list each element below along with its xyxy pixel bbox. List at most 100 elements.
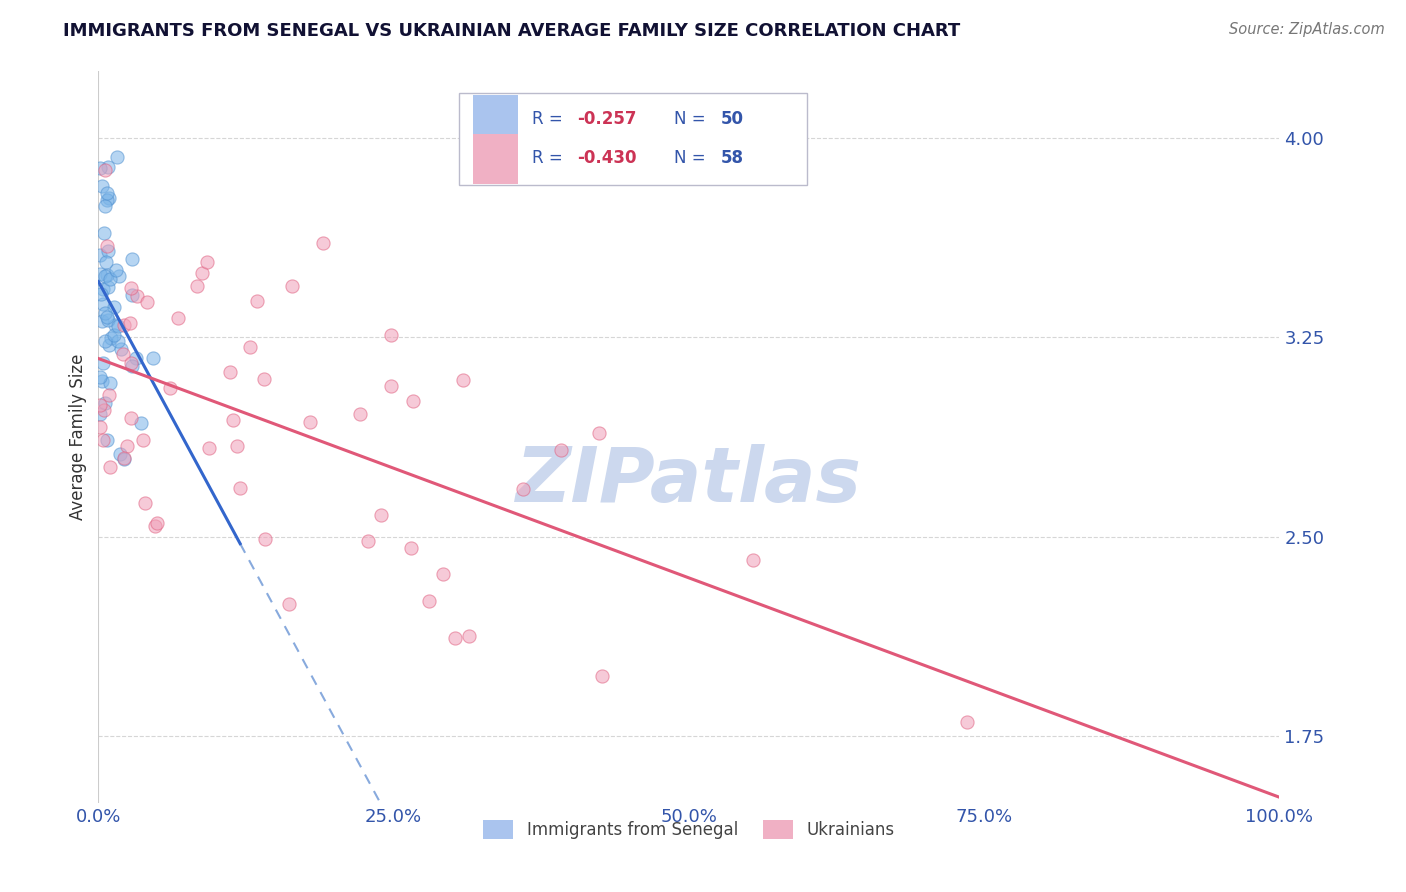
Point [111,346,134,360]
Text: N =: N = [673,110,710,128]
Point [222,412,245,426]
Text: R =: R = [531,149,568,167]
Point [93,226,115,240]
Point [588,426,610,441]
Text: 58: 58 [721,149,744,167]
Point [225,438,247,452]
Point [254,532,277,546]
Point [90,314,112,328]
Point [96,268,118,282]
Point [190,267,212,281]
Text: R =: R = [531,110,568,128]
Point [742,552,765,566]
Point [167,311,190,326]
Point [245,294,267,309]
Point [253,372,276,386]
Point [512,483,534,497]
Point [432,566,454,581]
Point [136,295,159,310]
Point [91,282,114,296]
Point [380,328,402,343]
Point [89,267,111,281]
Point [132,433,155,447]
FancyBboxPatch shape [472,95,517,145]
Point [97,191,120,205]
Point [100,271,122,285]
Point [120,411,142,425]
Point [129,416,152,430]
Point [120,356,142,370]
Point [195,255,218,269]
Point [89,407,111,421]
Point [91,296,114,310]
Y-axis label: Average Family Size: Average Family Size [69,354,87,520]
Point [591,668,613,682]
Point [229,481,252,495]
Point [357,534,380,549]
Point [94,199,117,213]
Point [418,594,440,608]
Point [141,351,163,366]
Point [97,388,120,402]
Point [93,402,115,417]
Point [96,193,118,207]
Point [112,450,135,465]
Point [121,288,143,302]
Point [94,396,117,410]
Point [91,374,114,388]
Text: -0.257: -0.257 [576,110,637,128]
Point [89,247,111,261]
Point [146,516,169,530]
Point [96,239,118,253]
Text: 50: 50 [721,110,744,128]
Point [550,442,572,457]
Point [103,318,125,332]
Point [112,452,135,467]
Text: N =: N = [673,149,710,167]
Text: IMMIGRANTS FROM SENEGAL VS UKRAINIAN AVERAGE FAMILY SIZE CORRELATION CHART: IMMIGRANTS FROM SENEGAL VS UKRAINIAN AVE… [63,22,960,40]
Point [219,365,242,379]
Point [453,373,475,387]
Point [955,714,977,729]
Text: ZIPatlas: ZIPatlas [516,444,862,518]
Point [103,300,125,314]
Point [96,310,118,324]
Point [91,433,114,447]
Point [443,632,465,646]
Point [125,351,148,366]
Point [100,331,122,345]
Point [98,460,121,475]
Point [90,287,112,301]
Point [312,236,335,251]
Point [96,186,118,200]
Point [103,328,125,343]
Point [402,394,425,409]
FancyBboxPatch shape [472,134,517,184]
Point [134,496,156,510]
Point [110,342,132,356]
Point [127,289,149,303]
Point [94,306,117,320]
Point [93,334,115,349]
Point [399,541,422,556]
Point [121,359,143,374]
FancyBboxPatch shape [458,94,807,185]
Point [94,163,117,178]
Point [298,415,321,429]
Point [121,252,143,266]
Point [108,268,131,283]
Point [89,419,111,434]
Legend: Immigrants from Senegal, Ukrainians: Immigrants from Senegal, Ukrainians [477,814,901,846]
Point [98,376,121,390]
Point [115,439,138,453]
Point [278,597,301,611]
Text: -0.430: -0.430 [576,149,637,167]
Point [89,398,111,412]
Point [91,356,114,370]
Point [380,379,402,393]
Point [112,318,135,332]
Point [159,381,181,395]
Point [89,370,111,384]
Point [186,279,208,293]
Point [97,313,120,327]
